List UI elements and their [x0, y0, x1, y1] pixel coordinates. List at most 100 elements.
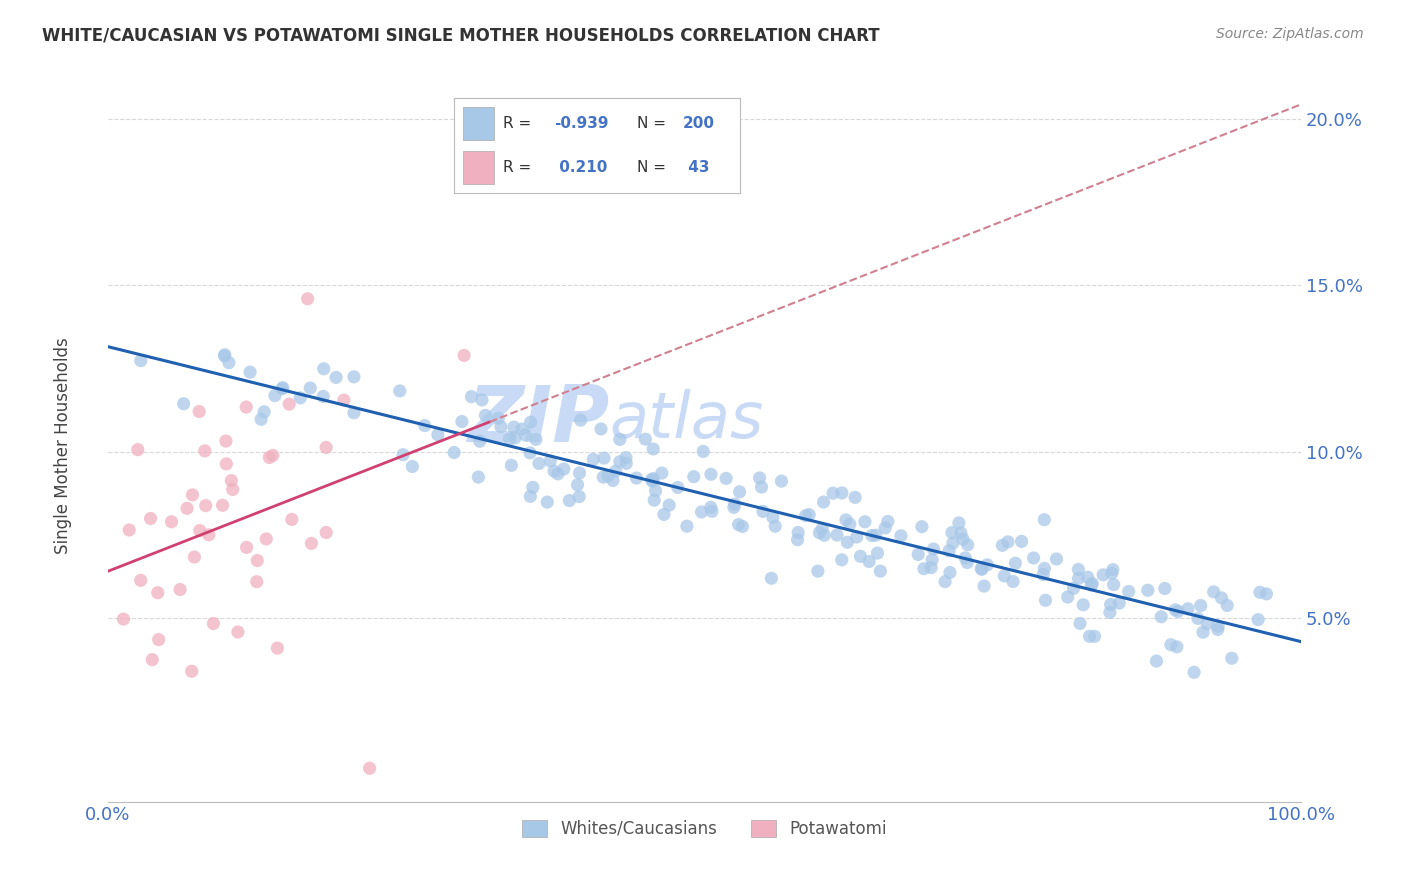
Point [751, 480, 773, 494]
Point [920, 560, 942, 574]
Point [413, 418, 436, 433]
Point [297, 292, 319, 306]
Point [388, 384, 411, 398]
Point [426, 427, 449, 442]
Point [1136, 583, 1159, 598]
Point [254, 532, 277, 546]
Point [519, 415, 541, 429]
Point [912, 562, 935, 576]
Point [1247, 613, 1270, 627]
Point [129, 353, 152, 368]
Point [1081, 576, 1104, 591]
Text: Source: ZipAtlas.com: Source: ZipAtlas.com [1216, 27, 1364, 41]
Point [770, 474, 793, 488]
Point [1146, 654, 1168, 668]
Point [290, 391, 312, 405]
Point [215, 434, 238, 448]
Point [582, 452, 605, 467]
Point [609, 455, 631, 469]
Point [942, 536, 965, 550]
Point [1077, 570, 1099, 584]
Point [838, 517, 860, 532]
Point [837, 535, 859, 549]
Point [641, 474, 664, 488]
Point [938, 544, 960, 558]
Point [644, 483, 666, 498]
Point [194, 443, 217, 458]
Point [510, 422, 533, 436]
Point [266, 641, 288, 656]
Point [558, 493, 581, 508]
Point [727, 517, 749, 532]
Point [129, 574, 152, 588]
Point [1192, 625, 1215, 640]
Point [214, 348, 236, 362]
Point [941, 525, 963, 540]
Point [831, 486, 853, 500]
Point [1071, 598, 1094, 612]
Point [188, 524, 211, 538]
Point [215, 457, 238, 471]
Point [787, 525, 810, 540]
Point [949, 526, 972, 541]
Point [808, 525, 831, 540]
Point [596, 469, 619, 483]
Point [343, 369, 366, 384]
Point [1108, 596, 1130, 610]
Point [973, 579, 995, 593]
Point [761, 571, 783, 585]
Point [148, 632, 170, 647]
Point [198, 528, 221, 542]
Point [176, 501, 198, 516]
Point [222, 483, 245, 497]
Point [471, 392, 494, 407]
Point [1102, 577, 1125, 591]
Point [239, 365, 262, 379]
Point [281, 512, 304, 526]
Point [602, 474, 624, 488]
Text: ZIP: ZIP [467, 383, 609, 458]
Point [797, 508, 820, 522]
Point [955, 550, 977, 565]
Point [948, 516, 970, 530]
Point [1001, 574, 1024, 589]
Point [652, 508, 675, 522]
Point [922, 542, 945, 557]
Point [451, 415, 474, 429]
Point [614, 456, 637, 470]
Text: Single Mother Households: Single Mother Households [55, 338, 72, 554]
Point [141, 652, 163, 666]
Point [1035, 593, 1057, 607]
Point [690, 505, 713, 519]
Point [723, 500, 745, 515]
Point [956, 538, 979, 552]
Point [173, 397, 195, 411]
Point [359, 761, 381, 775]
Point [181, 488, 204, 502]
Point [821, 486, 844, 500]
Point [527, 457, 550, 471]
Point [211, 499, 233, 513]
Point [569, 413, 592, 427]
Point [127, 442, 149, 457]
Point [593, 451, 616, 466]
Point [486, 411, 509, 425]
Point [641, 472, 664, 486]
Point [853, 515, 876, 529]
Point [299, 536, 322, 550]
Point [1063, 582, 1085, 596]
Point [1206, 619, 1229, 633]
Point [443, 445, 465, 459]
Point [1067, 571, 1090, 585]
Point [643, 442, 665, 456]
Point [474, 409, 496, 423]
Point [993, 569, 1015, 583]
Point [214, 349, 236, 363]
Point [524, 433, 547, 447]
Point [666, 481, 689, 495]
Point [538, 454, 561, 468]
Point [1167, 604, 1189, 618]
Point [1153, 582, 1175, 596]
Point [278, 397, 301, 411]
Point [1083, 629, 1105, 643]
